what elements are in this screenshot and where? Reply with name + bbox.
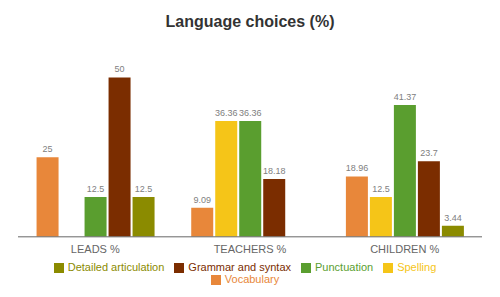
svg-text:41.37: 41.37 (394, 92, 417, 102)
svg-text:12.5: 12.5 (372, 184, 390, 194)
html-text:Vocabulary: Vocabulary (224, 272, 280, 285)
svg-text:18.96: 18.96 (346, 163, 369, 173)
html-text:Language choices (%): Language choices (%) (165, 13, 335, 30)
svg-text:3.44: 3.44 (444, 213, 462, 223)
svg-text:25: 25 (43, 144, 53, 154)
svg-text:18.18: 18.18 (263, 166, 286, 176)
svg-text:50: 50 (115, 64, 125, 74)
svg-text:36.36: 36.36 (239, 108, 262, 118)
svg-text:9.09: 9.09 (193, 195, 211, 205)
svg-text:CHILDREN %: CHILDREN % (370, 243, 439, 255)
html-text:Detailed articulation: Detailed articulation (67, 260, 165, 273)
html-text:Spelling: Spelling (397, 260, 437, 273)
svg-text:12.5: 12.5 (135, 184, 153, 194)
svg-text:12.5: 12.5 (87, 184, 105, 194)
svg-text:23.7: 23.7 (420, 148, 438, 158)
svg-text:36.36: 36.36 (215, 108, 238, 118)
html-text:Grammar and syntax: Grammar and syntax (188, 260, 291, 273)
svg-text:LEADS %: LEADS % (71, 243, 120, 255)
svg-text:TEACHERS %: TEACHERS % (214, 243, 287, 255)
html-text:Punctuation: Punctuation (315, 260, 374, 273)
